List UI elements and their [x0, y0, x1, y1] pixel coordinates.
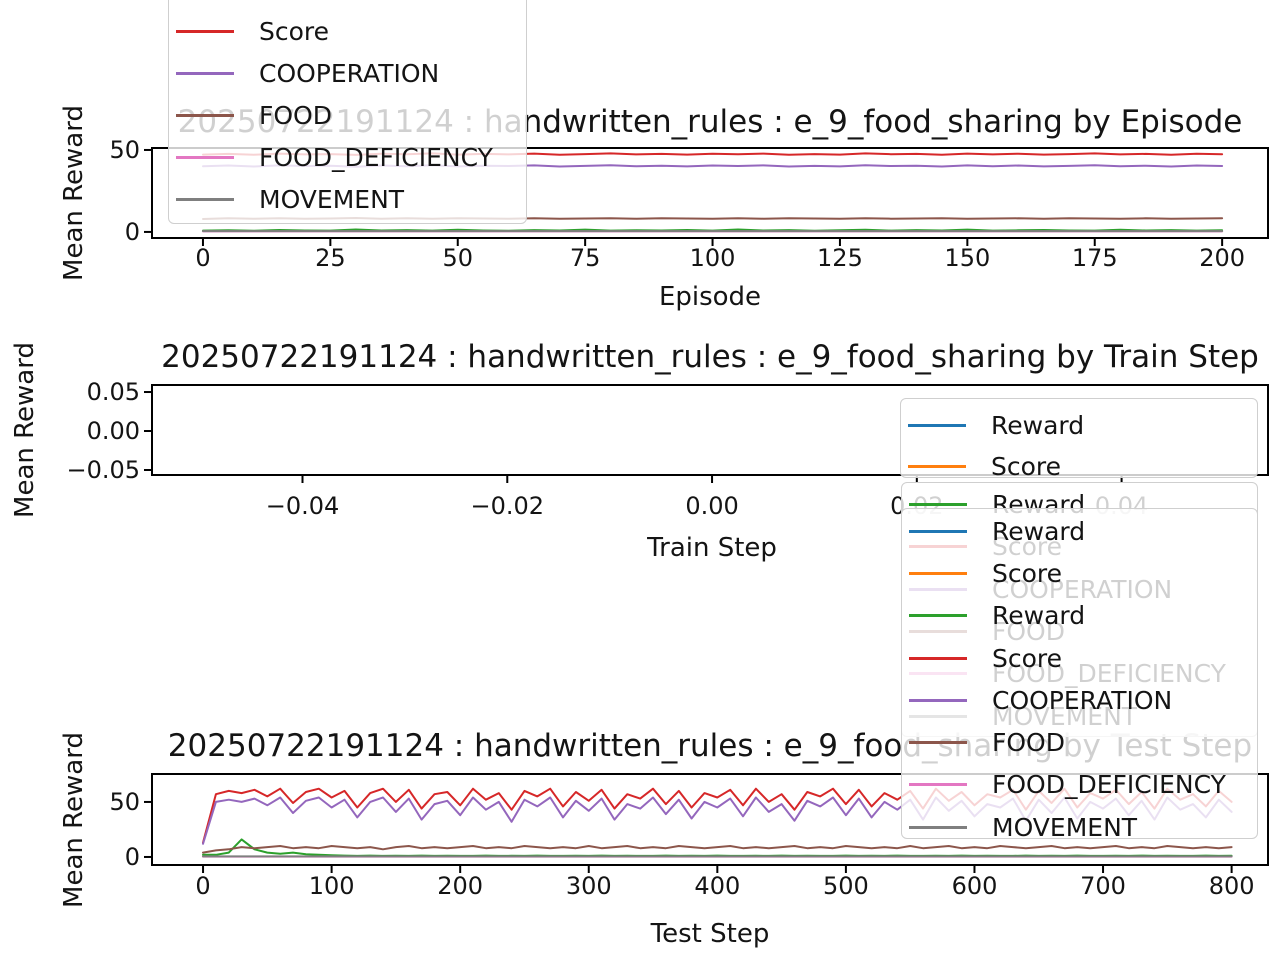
legend-label: Score: [992, 643, 1063, 673]
legend-row: FOOD: [909, 721, 1065, 763]
legend-row: MOVEMENT: [176, 178, 404, 220]
legend-line-sample-Score: [176, 29, 234, 33]
legend-label: Reward: [992, 600, 1086, 630]
legend-row: COOPERATION: [909, 679, 1172, 721]
x-tick-label: 800: [1208, 872, 1255, 900]
chart-1-title: 20250722191124 : handwritten_rules : e_9…: [161, 339, 1259, 375]
legend-test-step-front: Reward Score Reward Score COOPERATION FOOD FOO…: [901, 508, 1258, 842]
chart-0-ylabel: Mean Reward: [59, 105, 89, 281]
x-tick-label: 175: [1071, 244, 1118, 272]
legend-line-sample-FOOD: [176, 113, 234, 117]
legend-label: Reward: [991, 410, 1085, 440]
legend-row: MOVEMENT: [909, 806, 1137, 848]
legend-row: Reward: [908, 404, 1084, 446]
x-tick-label: 125: [817, 244, 863, 272]
chart-2-xlabel: Test Step: [650, 919, 770, 949]
legend-line-sample-Score: [908, 464, 966, 468]
legend-row: Reward: [909, 510, 1085, 552]
x-tick-label: 50: [442, 244, 474, 272]
legend-label: FOOD: [259, 100, 332, 130]
legend-label: COOPERATION: [992, 685, 1173, 715]
legend-row: FOOD_DEFICIENCY: [176, 136, 493, 178]
x-tick-label: 200: [437, 872, 484, 900]
x-tick-label: 700: [1080, 872, 1126, 900]
x-tick-label: 75: [569, 244, 601, 272]
legend-row: Score: [909, 637, 1062, 679]
x-tick-label: 100: [308, 872, 355, 900]
y-tick-label: 0.05: [86, 378, 140, 407]
legend-line-sample-MOVEMENT: [176, 197, 234, 201]
legend-line-sample-Reward: [908, 423, 966, 427]
legend-row: Score: [908, 445, 1061, 487]
legend-line-sample-Reward: [909, 613, 967, 617]
series-line-Reward: [202, 228, 1224, 232]
legend-row: FOOD_DEFICIENCY: [909, 763, 1226, 805]
y-tick-label: −0.05: [66, 456, 140, 484]
legend-line-sample-FOOD_DEFICIENCY: [909, 782, 967, 786]
legend-line-sample-Reward: [909, 502, 967, 506]
x-tick-label: 0: [195, 872, 211, 900]
chart-2-ylabel: Mean Reward: [59, 732, 89, 908]
x-tick-label: 300: [565, 872, 612, 900]
legend-label: FOOD_DEFICIENCY: [259, 142, 493, 172]
legend-line-sample-Score: [909, 656, 967, 660]
legend-label: MOVEMENT: [259, 184, 405, 214]
legend-line-sample-Score: [909, 571, 967, 575]
legend-line-sample-COOPERATION: [909, 698, 967, 702]
x-tick-label: −0.04: [265, 492, 340, 520]
legend-label: Reward: [992, 516, 1086, 546]
legend-label: FOOD: [992, 727, 1065, 757]
legend-label: MOVEMENT: [992, 812, 1138, 842]
legend-line-sample-Reward: [909, 529, 967, 533]
y-tick-label: 0: [124, 842, 140, 871]
x-tick-label: 200: [1199, 244, 1246, 272]
legend-label: COOPERATION: [259, 58, 440, 88]
y-tick-label: 0: [124, 217, 140, 246]
legend-label: Score: [259, 16, 330, 46]
x-tick-label: 500: [822, 872, 869, 900]
y-tick-label: 0.00: [86, 417, 140, 445]
x-tick-label: 150: [944, 244, 991, 272]
chart-0-xlabel: Episode: [658, 282, 762, 312]
legend-label: Score: [992, 558, 1063, 588]
x-tick-label: 100: [689, 244, 736, 272]
chart-1-xlabel: Train Step: [647, 533, 777, 563]
legend-row: FOOD: [176, 94, 332, 136]
legend-row: COOPERATION: [176, 52, 439, 94]
x-tick-label: 25: [315, 244, 346, 272]
legend-row: Score: [176, 10, 329, 52]
x-tick-label: 0: [195, 244, 211, 272]
x-tick-label: 400: [694, 872, 741, 900]
legend-line-sample-COOPERATION: [176, 71, 234, 75]
legend-line-sample-MOVEMENT: [909, 825, 967, 829]
legend-row: Reward: [909, 594, 1085, 636]
x-tick-label: 0.00: [685, 492, 739, 520]
legend-top-left: Score COOPERATION FOOD FOOD_DEFICIENCY MOVEM…: [168, 0, 527, 224]
legend-label: Score: [991, 451, 1062, 481]
legend-row: Score: [909, 552, 1062, 594]
y-tick-label: 50: [109, 787, 140, 816]
legend-label: FOOD_DEFICIENCY: [992, 769, 1226, 799]
legend-train-step: Reward Score: [900, 398, 1258, 481]
legend-line-sample-FOOD_DEFICIENCY: [176, 155, 234, 159]
x-tick-label: 600: [951, 872, 998, 900]
y-tick-label: 50: [109, 135, 140, 164]
legend-line-sample-FOOD: [909, 740, 967, 744]
chart-1-ylabel: Mean Reward: [10, 342, 40, 518]
x-tick-label: −0.02: [470, 492, 545, 520]
